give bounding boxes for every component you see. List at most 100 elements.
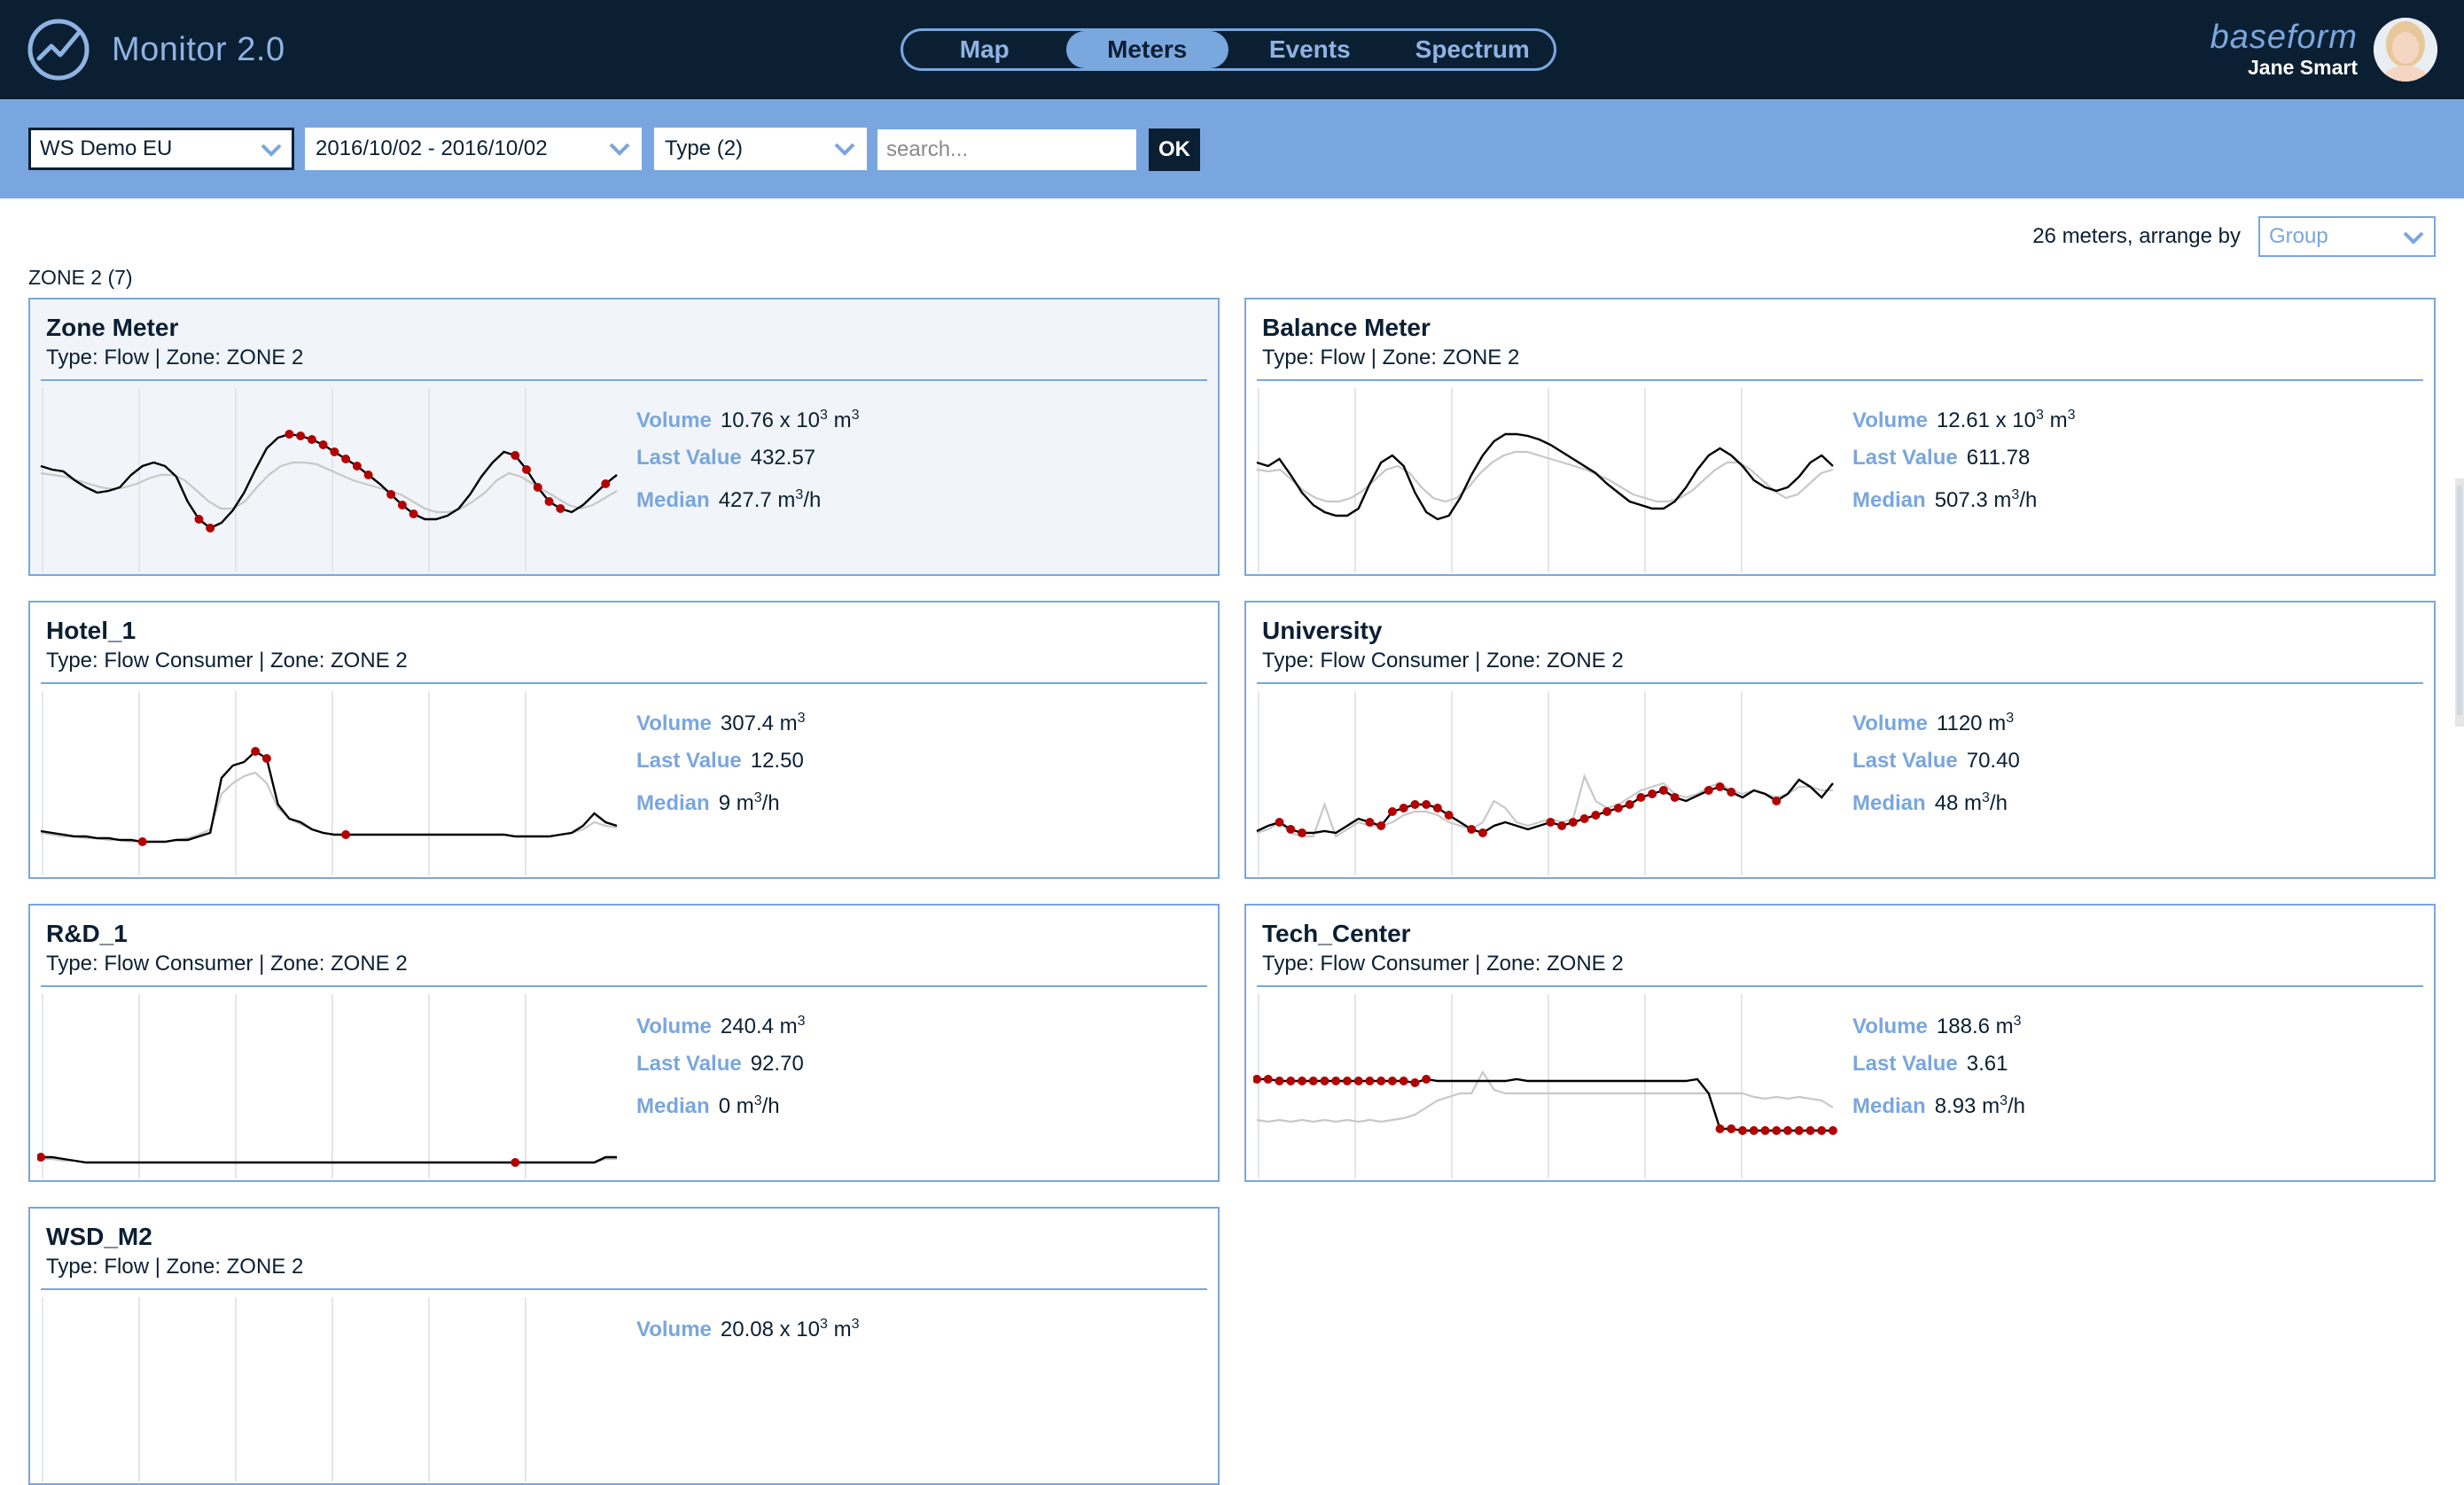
last-value: 92.70 (750, 1052, 804, 1076)
flow-line (40, 750, 618, 844)
chevron-down-icon (834, 143, 855, 156)
alarm-point (1444, 811, 1454, 820)
tab-meters[interactable]: Meters (1065, 31, 1228, 68)
meter-stats: Volume 10.76 x 103 m3 Last Value 432.57 Medi… (636, 397, 859, 519)
alarm-point (1648, 789, 1657, 798)
alarm-point (1591, 811, 1601, 820)
meter-type-zone: Type: Flow Consumer | Zone: ZONE 2 (46, 649, 408, 673)
volume-value: 10.76 x 10 (720, 408, 820, 432)
alarm-point (1636, 793, 1646, 802)
median-exponent: 3 (2000, 1093, 2008, 1108)
alarm-point (341, 455, 351, 463)
ok-button[interactable]: OK (1149, 128, 1200, 171)
avatar[interactable] (2374, 18, 2437, 82)
alarm-point (1286, 1077, 1296, 1085)
stat-last-value: Last Value 432.57 (636, 446, 816, 470)
tab-events[interactable]: Events (1268, 35, 1351, 63)
meter-count-label: 26 meters, arrange by (2032, 224, 2241, 248)
alarm-point (1297, 828, 1306, 837)
flow-sparkline (1253, 994, 1837, 1178)
median-exponent: 3 (2011, 487, 2020, 502)
alarm-point (1772, 1126, 1782, 1135)
alarm-point (1399, 804, 1408, 812)
scrollbar-thumb[interactable] (2457, 486, 2462, 716)
alarm-point (137, 837, 147, 846)
card-divider (1257, 379, 2423, 381)
alarm-point (1422, 1075, 1431, 1084)
meter-card[interactable]: Zone Meter Type: Flow | Zone: ZONE 2 Volum… (28, 298, 1220, 576)
alarm-point (556, 504, 565, 513)
stat-volume: Volume 12.61 x 103 m3 (1852, 408, 2076, 432)
alarm-point (37, 1153, 45, 1162)
flow-sparkline (40, 388, 618, 572)
alarm-point (1410, 800, 1420, 809)
tab-spectrum[interactable]: Spectrum (1415, 35, 1530, 63)
meter-stats: Volume 307.4 m3 Last Value 12.50 Median 9 m3/… (636, 700, 806, 822)
flow-line (40, 432, 618, 530)
volume-unit-exponent: 3 (2067, 408, 2076, 423)
alarm-point (352, 462, 362, 470)
alarm-point (1805, 1126, 1815, 1135)
flow-sparkline (42, 1297, 526, 1481)
alarm-point (1308, 1077, 1318, 1085)
alarm-point (1387, 1077, 1397, 1085)
card-divider (1257, 682, 2423, 684)
meter-card[interactable]: R&D_1 Type: Flow Consumer | Zone: ZONE 2 V… (28, 904, 1220, 1182)
alarm-point (1658, 786, 1668, 795)
monitor-logo-icon (27, 19, 90, 81)
meter-card[interactable]: WSD_M2 Type: Flow | Zone: ZONE 2 Volume 20.… (28, 1207, 1220, 1485)
meter-card[interactable]: Tech_Center Type: Flow Consumer | Zone: Z… (1244, 904, 2436, 1182)
alarm-point (409, 509, 418, 518)
type-select-value: Type (2) (665, 136, 744, 160)
alarm-point (1342, 1077, 1352, 1085)
stat-volume: Volume 307.4 m3 (636, 711, 806, 735)
arrange-by-select[interactable]: Group (2258, 216, 2436, 257)
median-unit: /h (803, 488, 822, 512)
flow-sparkline (40, 691, 618, 875)
alarm-point (1275, 1077, 1284, 1085)
flow-line (1256, 778, 1834, 835)
alarm-point (1467, 825, 1477, 834)
network-select-value: WS Demo EU (40, 136, 173, 160)
type-select[interactable]: Type (2) (654, 128, 867, 170)
last-value: 12.50 (750, 749, 804, 773)
stat-median: Median 427.7 m3/h (636, 487, 822, 512)
meter-type-zone: Type: Flow | Zone: ZONE 2 (46, 1255, 304, 1279)
volume-unit-exponent: 3 (2006, 711, 2015, 726)
stat-volume: Volume 240.4 m3 (636, 1014, 806, 1038)
volume-unit: m (779, 711, 798, 735)
meter-stats: Volume 12.61 x 103 m3 Last Value 611.78 Medi… (1852, 397, 2075, 519)
median-value: 427.7 m (718, 488, 796, 512)
tab-map[interactable]: Map (959, 35, 1010, 63)
volume-value: 20.08 x 10 (720, 1318, 820, 1341)
alarm-point (1432, 804, 1442, 812)
volume-unit-exponent: 3 (797, 711, 806, 726)
alarm-point (1760, 1126, 1770, 1135)
alarm-point (1376, 1077, 1386, 1085)
alarm-point (1478, 828, 1487, 837)
meter-card[interactable]: Balance Meter Type: Flow | Zone: ZONE 2 Vo… (1244, 298, 2436, 576)
user-menu[interactable]: baseform Jane Smart (2211, 16, 2437, 83)
meter-card[interactable]: Hotel_1 Type: Flow Consumer | Zone: ZONE … (28, 601, 1220, 879)
brand[interactable]: Monitor 2.0 (27, 18, 285, 82)
alarm-point (1579, 814, 1589, 823)
median-unit: /h (2007, 1094, 2025, 1118)
alarm-point (1772, 797, 1782, 805)
arrange-by-value: Group (2269, 224, 2328, 248)
alarm-point (1817, 1126, 1827, 1135)
alarm-point (1715, 1124, 1725, 1133)
network-select[interactable]: WS Demo EU (28, 128, 294, 170)
median-value: 9 m (718, 791, 754, 815)
meter-name: R&D_1 (46, 920, 128, 947)
search-input[interactable] (877, 129, 1136, 170)
median-exponent: 3 (753, 790, 762, 805)
volume-exponent: 3 (820, 1317, 828, 1332)
meter-card[interactable]: University Type: Flow Consumer | Zone: ZO… (1244, 601, 2436, 879)
card-divider (41, 682, 1207, 684)
alarm-point (1783, 1126, 1793, 1135)
stat-last-value: Last Value 611.78 (1852, 446, 2031, 470)
alarm-point (1253, 1075, 1261, 1084)
median-unit: /h (761, 1094, 780, 1118)
date-range-select[interactable]: 2016/10/02 - 2016/10/02 (305, 128, 642, 170)
alarm-point (1286, 825, 1296, 834)
